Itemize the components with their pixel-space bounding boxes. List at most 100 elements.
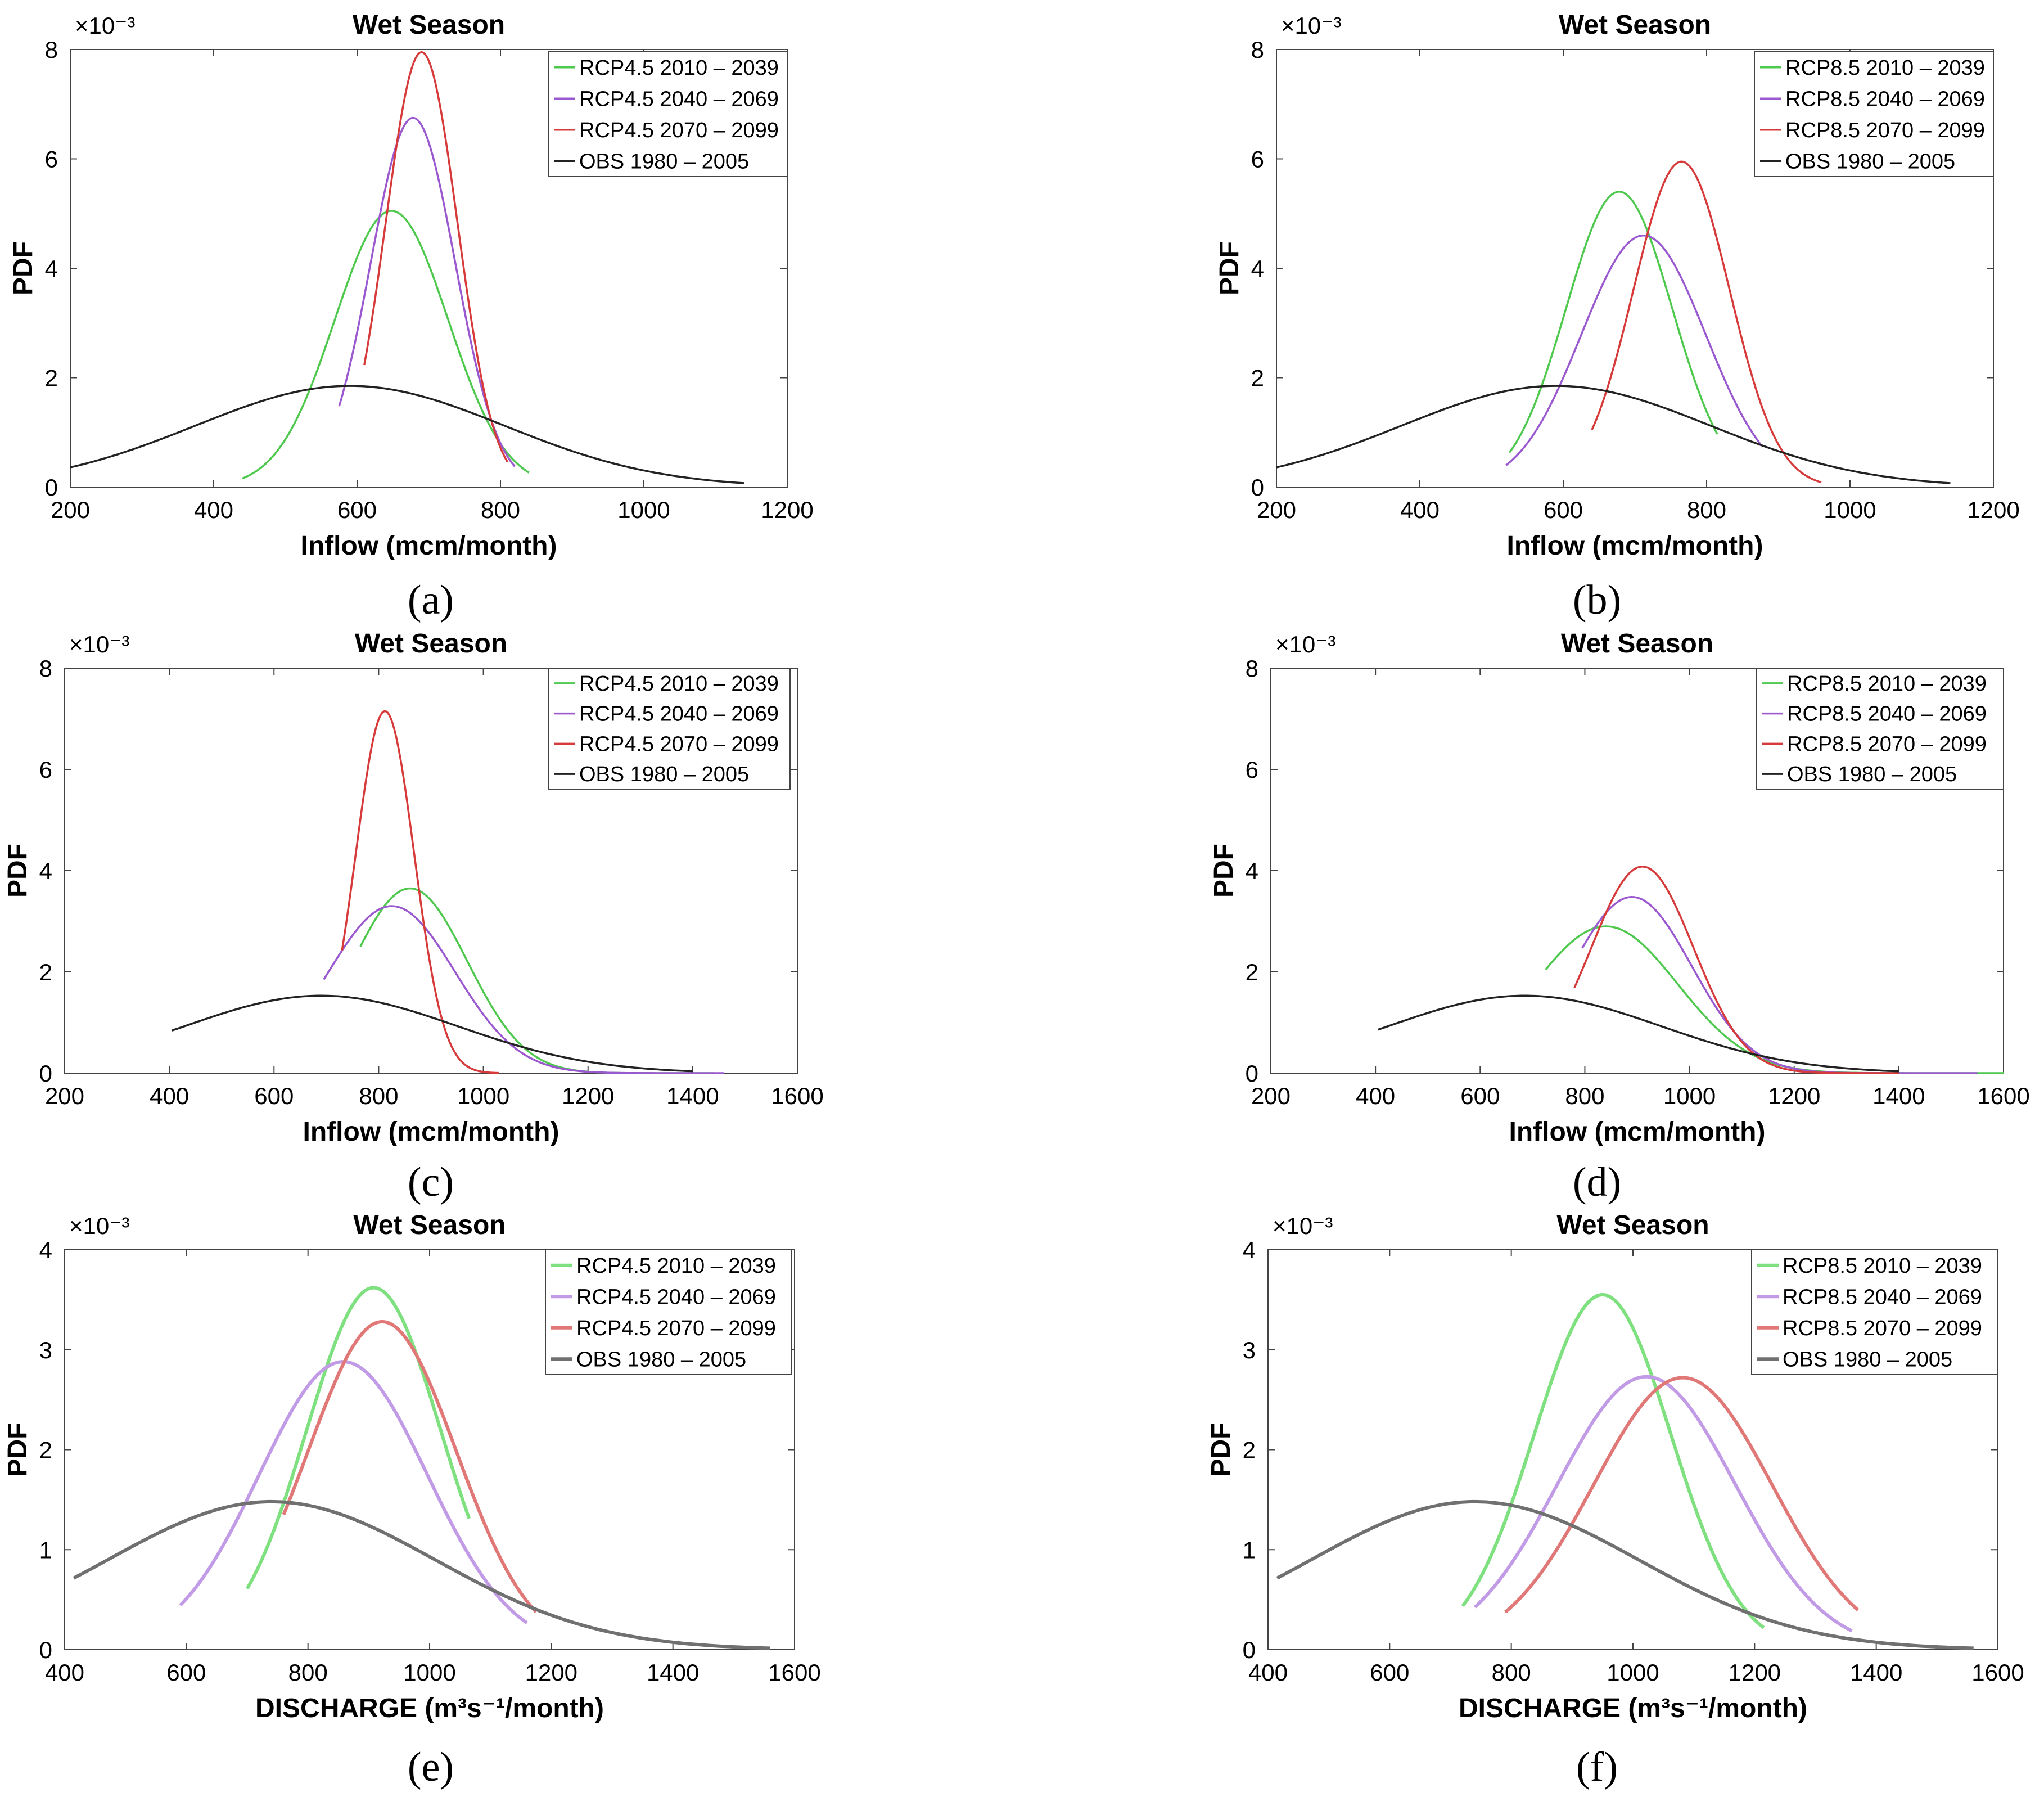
x-tick-label: 800: [1492, 1659, 1531, 1686]
legend-box: [1751, 1249, 1998, 1375]
x-tick-label: 1000: [1824, 497, 1876, 523]
x-tick-label: 1400: [666, 1083, 719, 1109]
x-tick-label: 400: [45, 1659, 84, 1686]
series-line-3: [341, 710, 499, 1074]
series-line-3: [1573, 866, 1899, 1074]
legend-entry: RCP8.5 2040 – 2069: [1787, 702, 1987, 726]
y-exponent: ×10⁻³: [75, 12, 135, 39]
y-tick-label: 6: [45, 146, 58, 173]
x-axis-label: DISCHARGE (m³s⁻¹/month): [1459, 1694, 1807, 1723]
x-tick-label: 1200: [562, 1083, 614, 1109]
x-tick-label: 200: [45, 1083, 84, 1109]
series-line-4: [73, 1499, 770, 1650]
series-line-3: [1591, 160, 1822, 484]
x-tick-label: 1400: [1850, 1659, 1902, 1686]
chart-title: Wet Season: [1561, 629, 1713, 659]
chart-title: Wet Season: [1556, 1210, 1709, 1240]
y-tick-label: 2: [1251, 365, 1264, 391]
legend-entry: RCP4.5 2040 – 2069: [579, 702, 779, 726]
series-line-1: [245, 1286, 471, 1590]
x-tick-label: 400: [150, 1083, 189, 1109]
legend-entry: OBS 1980 – 2005: [576, 1348, 746, 1371]
legend-entry: RCP4.5 2070 – 2099: [579, 732, 779, 756]
x-tick-label: 800: [359, 1083, 398, 1109]
x-tick-label: 1200: [525, 1659, 577, 1686]
x-tick-label: 1000: [1607, 1659, 1659, 1686]
x-tick-label: 400: [1248, 1659, 1288, 1686]
legend-entry: RCP8.5 2070 – 2099: [1787, 732, 1987, 756]
y-exponent: ×10⁻³: [1281, 12, 1341, 39]
panel-label-a: (a): [407, 577, 454, 623]
y-axis-label: PDF: [1215, 241, 1244, 295]
y-exponent: ×10⁻³: [69, 631, 129, 657]
legend-entry: RCP4.5 2010 – 2039: [576, 1254, 776, 1278]
series-line-3: [282, 1320, 538, 1614]
chart-title: Wet Season: [353, 1210, 506, 1240]
legend-box: [545, 1249, 792, 1375]
y-exponent: ×10⁻³: [1275, 631, 1335, 657]
legend-entry: OBS 1980 – 2005: [1787, 763, 1957, 786]
y-tick-label: 4: [45, 255, 58, 282]
x-tick-label: 1200: [1768, 1083, 1820, 1109]
legend-entry: OBS 1980 – 2005: [1783, 1348, 1952, 1371]
x-tick-label: 1000: [617, 497, 670, 523]
series-line-3: [363, 51, 509, 463]
y-tick-label: 6: [39, 756, 52, 783]
legend: RCP4.5 2010 – 2039 RCP4.5 2040 – 2069 RCP4…: [548, 668, 791, 790]
y-exponent: ×10⁻³: [69, 1213, 129, 1239]
y-tick-label: 1: [1243, 1537, 1256, 1563]
series-line-4: [1276, 1499, 1974, 1650]
x-tick-label: 400: [1400, 497, 1440, 523]
y-tick-label: 4: [1246, 858, 1258, 884]
x-axis-label: Inflow (mcm/month): [303, 1117, 559, 1147]
x-tick-label: 1000: [1663, 1083, 1716, 1109]
legend-entry: RCP4.5 2010 – 2039: [579, 672, 779, 696]
chart-title: Wet Season: [355, 629, 507, 659]
x-tick-label: 200: [51, 497, 90, 523]
x-axis-label: Inflow (mcm/month): [1509, 1117, 1766, 1147]
legend-entry: RCP4.5 2010 – 2039: [579, 56, 779, 80]
series-line-2: [323, 905, 724, 1074]
series-line-2: [1581, 896, 1978, 1074]
legend-entry: RCP8.5 2040 – 2069: [1783, 1285, 1982, 1309]
panel-label-f: (f): [1576, 1744, 1618, 1790]
y-axis-label: PDF: [3, 1423, 33, 1477]
x-axis-label: DISCHARGE (m³s⁻¹/month): [255, 1694, 604, 1723]
x-tick-label: 800: [1687, 497, 1726, 523]
y-tick-label: 8: [45, 37, 58, 63]
y-tick-label: 2: [1243, 1437, 1256, 1463]
x-axis-label: Inflow (mcm/month): [1507, 531, 1763, 561]
x-tick-label: 600: [1460, 1083, 1500, 1109]
y-tick-label: 4: [1251, 255, 1264, 282]
series-line-2: [1505, 234, 1761, 466]
panel-label-b: (b): [1572, 577, 1622, 623]
legend-entry: OBS 1980 – 2005: [579, 763, 749, 786]
x-tick-label: 1400: [647, 1659, 699, 1686]
series-line-1: [1545, 925, 2004, 1074]
x-tick-label: 600: [1544, 497, 1583, 523]
y-tick-label: 3: [39, 1337, 52, 1363]
series-line-2: [179, 1360, 528, 1624]
y-tick-label: 0: [1246, 1060, 1258, 1087]
chart-panel-1: 200 400 600 800 1000 1200 0 2 4 6 8 ×10⁻³ Wet Season…: [8, 10, 814, 561]
y-tick-label: 6: [1251, 146, 1264, 173]
series-line-2: [338, 116, 516, 467]
legend-entry: RCP4.5 2070 – 2099: [579, 119, 779, 142]
y-tick-label: 8: [1251, 37, 1264, 63]
legend-box: [548, 51, 788, 177]
legend: RCP4.5 2010 – 2039 RCP4.5 2040 – 2069 RCP4…: [548, 51, 788, 177]
series-line-4: [1276, 385, 1951, 484]
x-tick-label: 800: [1565, 1083, 1604, 1109]
series-line-2: [1473, 1375, 1853, 1633]
legend-box: [1754, 51, 1994, 177]
y-tick-label: 8: [1246, 655, 1258, 682]
chart-panel-5: 400 600 800 1000 1200 1400 1600 0 1 2 3 4 ×10⁻³ Wet S…: [3, 1210, 821, 1723]
x-tick-label: 400: [194, 497, 233, 523]
y-tick-label: 0: [1243, 1637, 1256, 1663]
x-tick-label: 600: [254, 1083, 294, 1109]
legend-entry: RCP8.5 2010 – 2039: [1785, 56, 1985, 80]
panel-label-c: (c): [407, 1159, 454, 1205]
y-tick-label: 1: [39, 1537, 52, 1563]
